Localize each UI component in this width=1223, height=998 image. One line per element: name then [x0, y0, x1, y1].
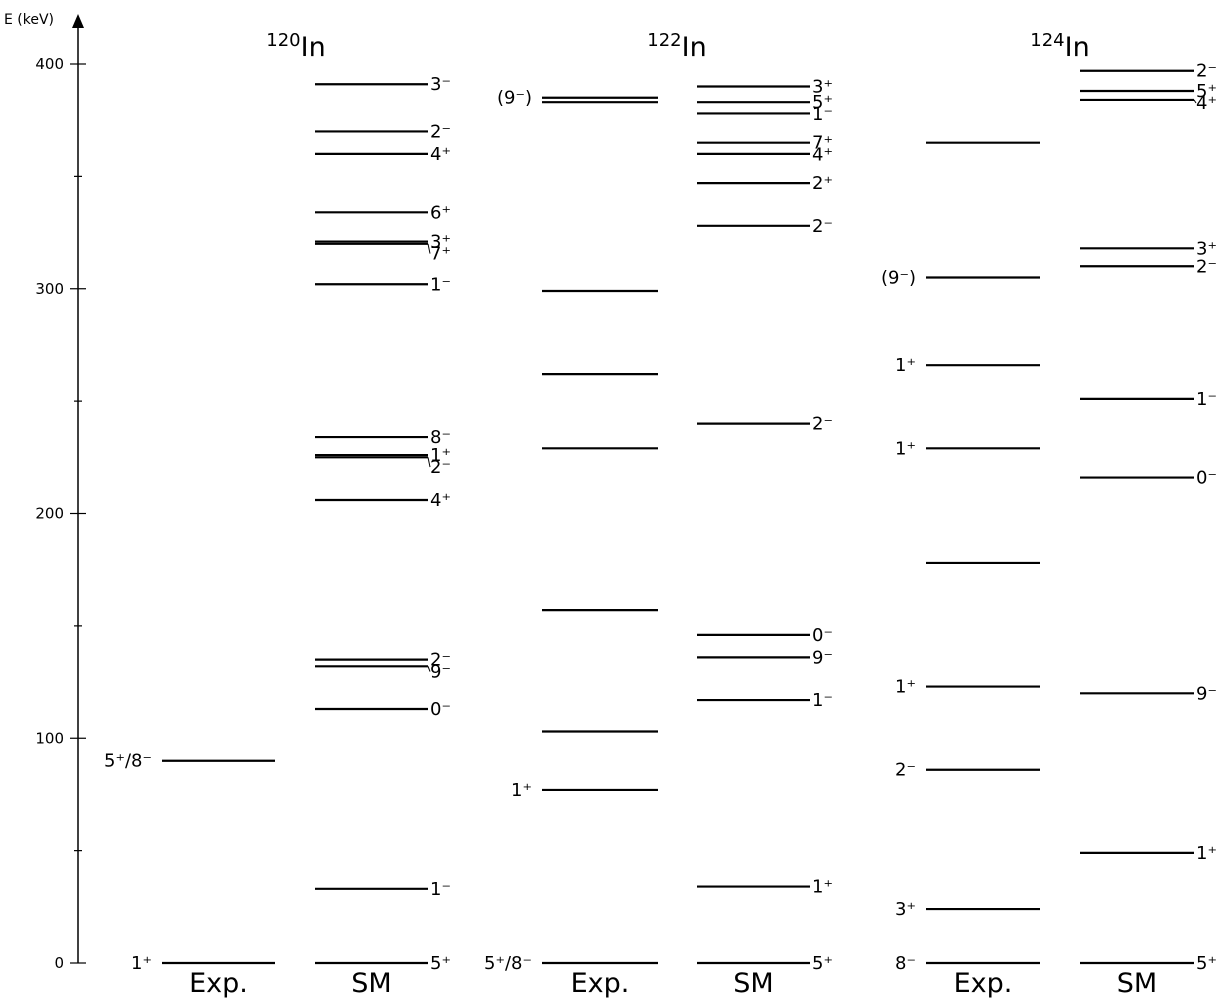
sm-spin-label: 3⁺ — [430, 232, 451, 253]
sm-column-label: SM — [1117, 968, 1157, 998]
exp-spin-label: 1⁺ — [131, 953, 152, 974]
y-tick-label: 200 — [35, 505, 64, 523]
sm-spin-label: 1⁻ — [812, 690, 833, 711]
sm-spin-label: 1⁻ — [812, 104, 833, 125]
sm-spin-label: 5⁺ — [812, 92, 833, 113]
sm-spin-label: 1⁻ — [1196, 389, 1217, 410]
exp-spin-label: 2⁻ — [895, 760, 916, 781]
y-tick-label: 0 — [54, 954, 64, 972]
sm-spin-label: 1⁺ — [1196, 843, 1217, 864]
sm-spin-label: 5⁺ — [1196, 953, 1217, 974]
exp-spin-label: 5⁺/8⁻ — [104, 751, 152, 772]
y-tick-label: 100 — [35, 729, 64, 747]
sm-spin-label: 7⁺ — [430, 244, 451, 265]
spin-labels: 5⁺/8⁻1⁺3⁻2⁻4⁺6⁺3⁺7⁺1⁻8⁻1⁺2⁻4⁺2⁻9⁻0⁻1⁻5⁺(… — [104, 61, 1217, 974]
element-symbol: In — [682, 32, 707, 63]
sm-spin-label: 2⁻ — [430, 650, 451, 671]
exp-spin-label: 3⁺ — [895, 899, 916, 920]
sm-spin-label: 0⁻ — [1196, 468, 1217, 489]
sm-spin-label: 2⁻ — [812, 216, 833, 237]
exp-spin-label: 1⁺ — [895, 677, 916, 698]
sm-spin-label: 1⁻ — [430, 879, 451, 900]
exp-column-label: Exp. — [954, 968, 1013, 998]
exp-spin-label: 1⁺ — [895, 438, 916, 459]
sm-column-label: SM — [351, 968, 391, 998]
sm-spin-label: 2⁻ — [812, 414, 833, 435]
exp-spin-label: 8⁻ — [895, 953, 916, 974]
sm-spin-label: 4⁺ — [430, 144, 451, 165]
exp-column-label: Exp. — [571, 968, 630, 998]
exp-spin-label: (9⁻) — [881, 268, 916, 289]
sm-spin-label: 0⁻ — [812, 625, 833, 646]
sm-spin-label: 3⁺ — [1196, 238, 1217, 259]
y-tick-label: 400 — [35, 55, 64, 73]
label-leader-line — [427, 457, 431, 468]
exp-spin-label: 5⁺/8⁻ — [484, 953, 532, 974]
exp-spin-label: 1⁺ — [895, 355, 916, 376]
mass-number: 122 — [647, 30, 681, 51]
sm-spin-label: 9⁻ — [430, 662, 451, 683]
nucleus-title: 120In — [266, 30, 325, 63]
exp-spin-label: (9⁻) — [497, 88, 532, 109]
label-leader-line — [427, 666, 431, 672]
sm-spin-label: 1⁻ — [430, 274, 451, 295]
sm-spin-label: 3⁺ — [812, 76, 833, 97]
sm-spin-label: 5⁺ — [812, 953, 833, 974]
sm-spin-label: 2⁻ — [1196, 256, 1217, 277]
label-leader-line — [1193, 99, 1197, 104]
element-symbol: In — [1065, 32, 1090, 63]
sm-spin-label: 8⁻ — [430, 427, 451, 448]
sm-spin-label: 2⁻ — [1196, 61, 1217, 82]
sm-spin-label: 9⁻ — [1196, 683, 1217, 704]
y-axis-title: E (keV) — [4, 12, 54, 28]
y-tick-label: 300 — [35, 280, 64, 298]
sm-spin-label: 4⁺ — [430, 490, 451, 511]
sm-spin-label: 1⁺ — [430, 445, 451, 466]
mass-number: 120 — [266, 30, 300, 51]
sm-spin-label: 1⁺ — [812, 877, 833, 898]
nucleus-title: 124In — [1030, 30, 1089, 63]
sm-spin-label: 7⁺ — [812, 133, 833, 154]
sm-spin-label: 5⁺ — [430, 953, 451, 974]
level-lines — [162, 69, 1194, 965]
label-leader-line — [427, 243, 431, 254]
sm-spin-label: 4⁺ — [1196, 93, 1217, 114]
y-axis-arrow — [72, 14, 84, 28]
nucleus-title: 122In — [647, 30, 706, 63]
element-symbol: In — [301, 32, 326, 63]
energy-axis: E (keV) 0 100 200 300 400 — [4, 12, 86, 972]
sm-spin-label: 2⁻ — [430, 457, 451, 478]
exp-spin-label: 1⁺ — [511, 780, 532, 801]
sm-spin-label: 4⁺ — [812, 145, 833, 166]
sm-column-label: SM — [733, 968, 773, 998]
sm-spin-label: 5⁺ — [1196, 81, 1217, 102]
exp-column-label: Exp. — [189, 968, 248, 998]
sm-spin-label: 2⁻ — [430, 121, 451, 142]
sm-spin-label: 6⁺ — [430, 202, 451, 223]
sm-spin-label: 2⁺ — [812, 173, 833, 194]
sm-spin-label: 0⁻ — [430, 699, 451, 720]
mass-number: 124 — [1030, 30, 1064, 51]
sm-spin-label: 3⁻ — [430, 74, 451, 95]
sm-spin-label: 9⁻ — [812, 647, 833, 668]
